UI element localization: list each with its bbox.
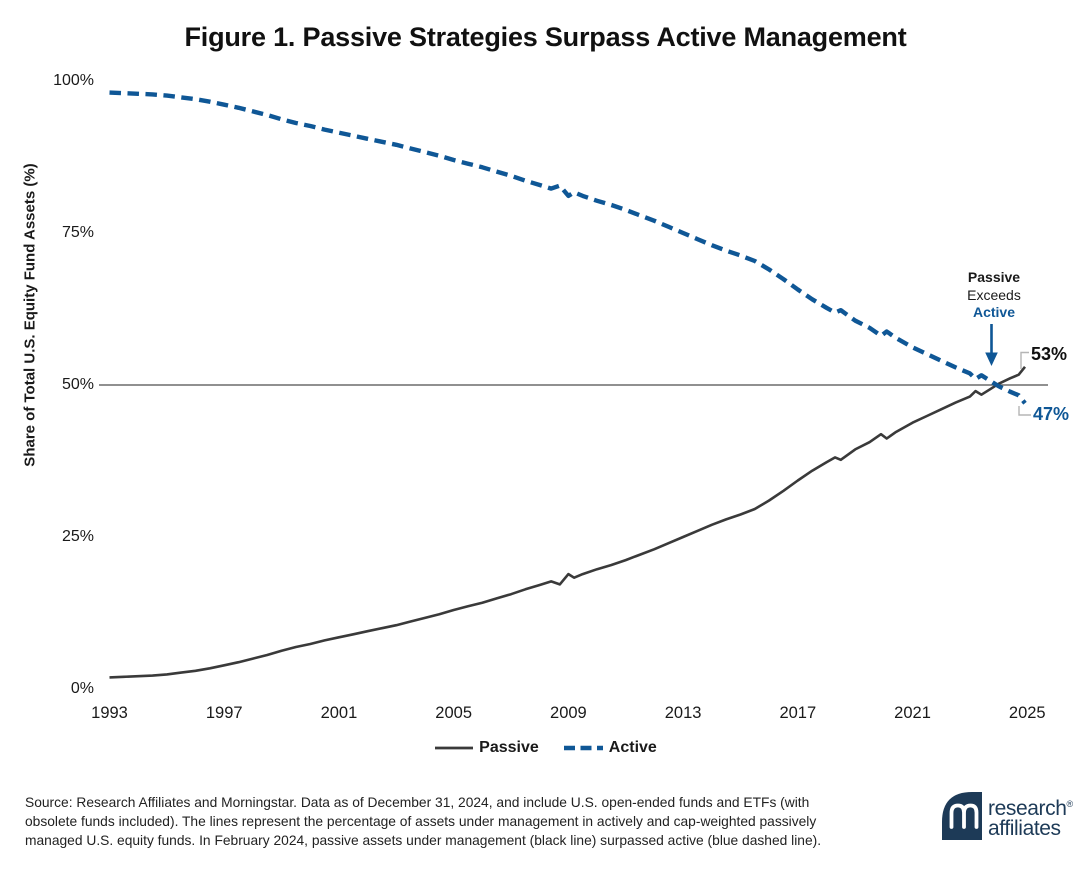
logo-word-affiliates: affiliates xyxy=(988,816,1061,840)
x-tick-label-2001: 2001 xyxy=(320,704,358,722)
y-tick-label-50: 50% xyxy=(61,376,94,393)
annotation-line-active: Active xyxy=(972,304,1016,320)
x-tick-label-2013: 2013 xyxy=(664,704,702,722)
chart-title: Figure 1. Passive Strategies Surpass Act… xyxy=(184,22,907,52)
active-line-swatch-icon xyxy=(563,745,603,751)
active-end-label: 47% xyxy=(1033,404,1070,424)
x-tick-label-1993: 1993 xyxy=(91,704,128,722)
source-text: Source: Research Affiliates and Mornings… xyxy=(25,795,822,848)
passive-callout-leader xyxy=(1020,351,1029,369)
active-line xyxy=(109,90,1027,405)
y-tick-label-75: 75% xyxy=(61,224,94,241)
legend: Passive Active xyxy=(0,739,1091,757)
logo-monogram-icon xyxy=(942,792,982,840)
legend-item-passive: Passive xyxy=(434,739,539,757)
crossover-arrowhead-icon xyxy=(985,352,998,366)
research-affiliates-logo: research® affiliates xyxy=(942,792,1073,840)
crossover-annotation: Passive Exceeds Active xyxy=(946,269,1042,322)
legend-label-passive: Passive xyxy=(479,739,539,756)
y-tick-label-100: 100% xyxy=(53,72,94,89)
passive-line xyxy=(109,365,1027,679)
legend-item-active: Active xyxy=(563,739,657,757)
logo-word-research: research® xyxy=(988,796,1074,820)
x-tick-label-2005: 2005 xyxy=(435,704,473,722)
x-tick-label-1997: 1997 xyxy=(205,704,243,722)
x-tick-label-2009: 2009 xyxy=(550,704,587,722)
annotation-line-passive: Passive xyxy=(967,269,1021,285)
x-tick-label-2017: 2017 xyxy=(779,704,817,722)
logo-wordmark: research® affiliates xyxy=(988,794,1073,839)
passive-end-label: 53% xyxy=(1031,344,1068,364)
annotation-line-exceeds: Exceeds xyxy=(967,286,1021,303)
x-tick-label-2021: 2021 xyxy=(894,704,931,722)
registered-mark: ® xyxy=(1066,798,1074,809)
y-tick-label-25: 25% xyxy=(61,528,94,545)
y-tick-label-0: 0% xyxy=(70,680,94,697)
active-callout-leader xyxy=(1018,406,1031,416)
passive-line-swatch-icon xyxy=(435,746,474,750)
legend-label-active: Active xyxy=(608,739,657,756)
x-tick-label-2025: 2025 xyxy=(1008,704,1046,722)
